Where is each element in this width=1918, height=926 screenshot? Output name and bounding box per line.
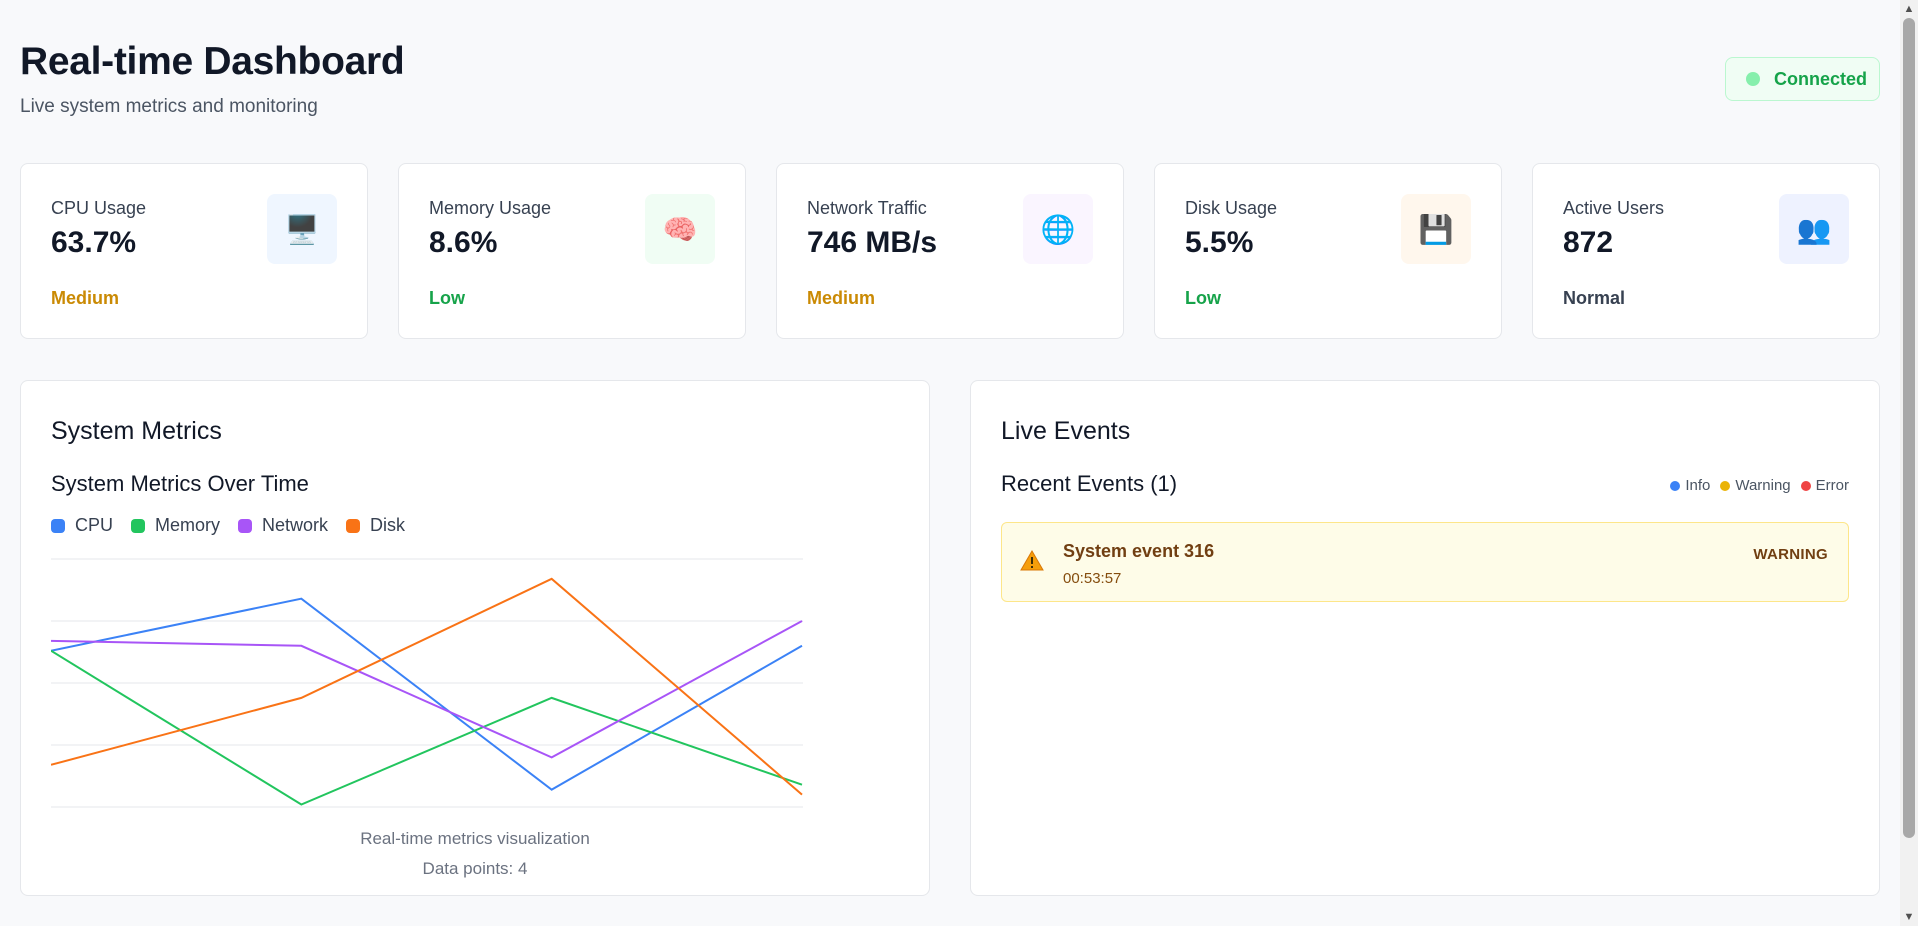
metric-label: Active Users <box>1563 198 1665 218</box>
chart-caption: Real-time metrics visualization <box>360 829 590 848</box>
legend-item-warning: Warning <box>1720 477 1791 494</box>
scrollbar-thumb[interactable] <box>1903 18 1915 838</box>
metric-value: 63.7% <box>51 226 137 259</box>
metric-cards: CPU Usage 63.7% Medium 🖥️ Memory Usage 8… <box>20 163 1880 339</box>
legend-item-error: Error <box>1800 477 1849 494</box>
series-line-memory <box>51 649 803 806</box>
info-dot-icon <box>1670 480 1681 491</box>
metric-card-cpu: CPU Usage 63.7% Medium 🖥️ <box>20 163 368 339</box>
desktop-computer-icon: 🖥️ <box>267 194 337 264</box>
warning-dot-icon <box>1720 480 1731 491</box>
globe-icon: 🌐 <box>1023 194 1093 264</box>
metric-label: Network Traffic <box>807 198 927 218</box>
scroll-down-arrow-icon[interactable]: ▼ <box>1903 911 1915 923</box>
legend-label: Error <box>1815 477 1849 494</box>
metric-status: Normal <box>1563 288 1626 308</box>
data-points-label: Data points: 4 <box>422 859 528 878</box>
metric-status: Medium <box>807 288 876 308</box>
legend-item-cpu: CPU <box>51 515 113 536</box>
legend-item-info: Info <box>1670 477 1710 494</box>
users-icon: 👥 <box>1779 194 1849 264</box>
event-level-legend: Info Warning Error <box>1670 477 1849 494</box>
metric-value: 746 MB/s <box>807 226 938 259</box>
legend-swatch <box>238 518 253 533</box>
metric-card-disk: Disk Usage 5.5% Low 💾 <box>1154 163 1502 339</box>
metric-label: Disk Usage <box>1185 198 1278 218</box>
chart-legend: CPU Memory Network Disk <box>51 515 405 536</box>
event-item[interactable]: System event 316 00:53:57 WARNING <box>1001 522 1849 602</box>
series-line-cpu <box>51 597 803 791</box>
event-level-badge: WARNING <box>1753 546 1828 563</box>
legend-swatch <box>346 518 361 533</box>
error-dot-icon <box>1800 480 1811 491</box>
legend-item-network: Network <box>238 515 328 536</box>
legend-label: Disk <box>370 515 406 535</box>
metric-value: 5.5% <box>1185 226 1254 259</box>
legend-label: CPU <box>75 515 114 535</box>
metric-status: Medium <box>51 288 120 308</box>
metric-card-network: Network Traffic 746 MB/s Medium 🌐 <box>776 163 1124 339</box>
legend-item-disk: Disk <box>346 515 405 536</box>
connection-status-badge: Connected <box>1725 57 1880 101</box>
legend-label: Memory <box>155 515 221 535</box>
vertical-scrollbar[interactable]: ▲ ▼ <box>1900 0 1918 926</box>
metrics-line-chart <box>51 558 803 808</box>
floppy-disk-icon: 💾 <box>1401 194 1471 264</box>
series-line-disk <box>51 577 803 796</box>
metric-status: Low <box>1185 288 1221 308</box>
system-metrics-panel: System Metrics System Metrics Over Time … <box>20 380 930 896</box>
live-events-panel: Live Events Recent Events (1) Info Warni… <box>970 380 1880 896</box>
panel-title: Live Events <box>1001 417 1131 445</box>
header: Real-time Dashboard Live system metrics … <box>20 40 1880 120</box>
series-line-network <box>51 620 803 759</box>
status-dot-icon <box>1746 72 1760 86</box>
page-subtitle: Live system metrics and monitoring <box>20 96 318 117</box>
chart-title: System Metrics Over Time <box>51 471 309 496</box>
legend-label: Info <box>1685 477 1711 494</box>
event-name: System event 316 <box>1063 541 1215 561</box>
metric-card-users: Active Users 872 Normal 👥 <box>1532 163 1880 339</box>
metric-value: 872 <box>1563 226 1614 259</box>
brain-icon: 🧠 <box>645 194 715 264</box>
metric-label: CPU Usage <box>51 198 147 218</box>
metric-card-memory: Memory Usage 8.6% Low 🧠 <box>398 163 746 339</box>
connection-status-label: Connected <box>1774 68 1868 89</box>
page-title: Real-time Dashboard <box>20 40 405 83</box>
legend-item-memory: Memory <box>131 515 220 536</box>
legend-swatch <box>51 518 65 533</box>
event-time: 00:53:57 <box>1063 570 1122 587</box>
warning-icon <box>1020 550 1044 571</box>
panel-title: System Metrics <box>51 417 222 445</box>
legend-label: Network <box>262 515 329 535</box>
legend-swatch <box>131 518 146 533</box>
events-count-title: Recent Events (1) <box>1001 471 1178 496</box>
metric-value: 8.6% <box>429 226 498 259</box>
metric-label: Memory Usage <box>429 198 552 218</box>
scroll-up-arrow-icon[interactable]: ▲ <box>1903 3 1915 15</box>
legend-label: Warning <box>1735 477 1791 494</box>
metric-status: Low <box>429 288 465 308</box>
